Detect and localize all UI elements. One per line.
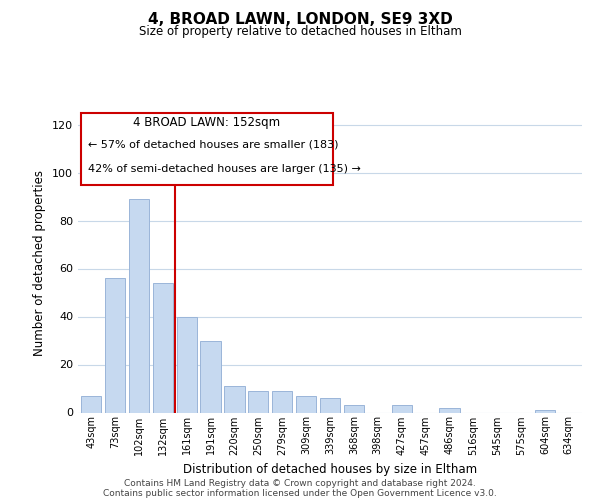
Text: 42% of semi-detached houses are larger (135) →: 42% of semi-detached houses are larger (…: [88, 164, 361, 173]
Bar: [81, 396, 101, 412]
Bar: [392, 406, 412, 412]
Y-axis label: Number of detached properties: Number of detached properties: [34, 170, 46, 356]
Bar: [296, 396, 316, 412]
Bar: [272, 391, 292, 412]
Bar: [344, 406, 364, 412]
Bar: [105, 278, 125, 412]
Text: Contains public sector information licensed under the Open Government Licence v3: Contains public sector information licen…: [103, 488, 497, 498]
Text: Size of property relative to detached houses in Eltham: Size of property relative to detached ho…: [139, 25, 461, 38]
Bar: [200, 340, 221, 412]
Bar: [439, 408, 460, 412]
Text: Contains HM Land Registry data © Crown copyright and database right 2024.: Contains HM Land Registry data © Crown c…: [124, 478, 476, 488]
Text: 4, BROAD LAWN, LONDON, SE9 3XD: 4, BROAD LAWN, LONDON, SE9 3XD: [148, 12, 452, 28]
Bar: [129, 199, 149, 412]
Text: 4 BROAD LAWN: 152sqm: 4 BROAD LAWN: 152sqm: [133, 116, 280, 128]
Bar: [224, 386, 245, 412]
Bar: [535, 410, 555, 412]
Bar: [152, 283, 173, 412]
X-axis label: Distribution of detached houses by size in Eltham: Distribution of detached houses by size …: [183, 463, 477, 476]
FancyBboxPatch shape: [80, 112, 332, 184]
Text: ← 57% of detached houses are smaller (183): ← 57% of detached houses are smaller (18…: [88, 140, 338, 149]
Bar: [176, 316, 197, 412]
Bar: [248, 391, 268, 412]
Bar: [320, 398, 340, 412]
